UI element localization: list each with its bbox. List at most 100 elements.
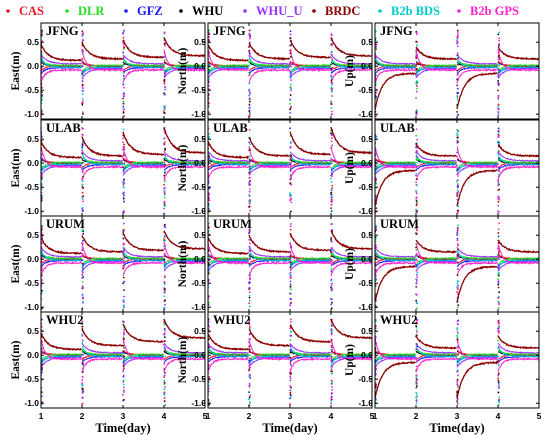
series-segment: [330, 146, 372, 169]
outlier-point: [248, 225, 251, 228]
outlier-point: [81, 149, 84, 152]
series-segment: [375, 162, 417, 174]
series-segment: [330, 354, 372, 366]
outlier-point: [81, 389, 84, 392]
legend-entry: BRDC: [312, 4, 360, 18]
series-segment: [248, 338, 290, 362]
outlier-point: [415, 387, 418, 389]
outlier-point: [82, 296, 84, 299]
outlier-point: [163, 207, 166, 210]
outlier-point: [248, 367, 251, 369]
station-label: JFNG: [213, 24, 246, 38]
outlier-point: [416, 322, 418, 325]
legend-label: CAS: [19, 4, 44, 18]
series-segment: [122, 356, 164, 368]
series-segment: [208, 150, 249, 163]
y-tick-label: -1.0: [24, 206, 39, 216]
outlier-point: [290, 268, 293, 271]
y-tick-label: 0.0: [361, 254, 373, 264]
outlier-point: [331, 348, 334, 351]
series-segment: [415, 258, 457, 269]
outlier-point: [331, 95, 333, 97]
outlier-point: [81, 223, 84, 226]
series-segment: [415, 67, 457, 79]
outlier-point: [248, 319, 251, 321]
series-segment: [375, 360, 416, 399]
outlier-point: [497, 69, 500, 72]
outlier-point: [289, 274, 292, 277]
outlier-point: [416, 44, 419, 47]
y-tick-label: -0.5: [24, 278, 39, 288]
legend-label: WHU_U: [256, 4, 303, 18]
outlier-point: [457, 243, 459, 245]
outlier-point: [457, 248, 460, 251]
outlier-point: [163, 388, 166, 391]
series-segment: [375, 146, 417, 170]
outlier-point: [208, 208, 210, 210]
outlier-point: [82, 228, 84, 231]
outlier-point: [289, 259, 292, 262]
outlier-point: [415, 258, 418, 261]
outlier-point: [330, 240, 333, 243]
station-label: JFNG: [380, 24, 413, 38]
outlier-point: [164, 88, 166, 91]
series-segment: [375, 164, 416, 176]
series-segment: [289, 39, 332, 59]
outlier-point: [163, 112, 166, 114]
outlier-point: [208, 102, 210, 105]
outlier-point: [456, 357, 459, 360]
outlier-point: [81, 301, 84, 304]
legend-entry: B2b GPS: [457, 4, 519, 18]
outlier-point: [497, 364, 500, 367]
outlier-point: [248, 323, 251, 326]
series-segment: [81, 342, 123, 355]
outlier-point: [81, 143, 84, 146]
outlier-point: [497, 255, 500, 258]
outlier-point: [122, 32, 125, 34]
outlier-point: [164, 71, 167, 74]
outlier-point: [289, 83, 292, 86]
outlier-point: [415, 400, 418, 402]
outlier-point: [331, 298, 333, 301]
outlier-point: [456, 291, 459, 293]
outlier-point: [330, 181, 333, 183]
outlier-point: [331, 172, 333, 175]
series-segment: [163, 356, 205, 373]
outlier-point: [497, 108, 500, 110]
outlier-point: [290, 141, 293, 144]
outlier-point: [122, 36, 125, 39]
outlier-point: [330, 372, 333, 375]
outlier-point: [248, 45, 251, 48]
outlier-point: [497, 281, 500, 284]
outlier-point: [81, 183, 84, 186]
station-label: URUM: [46, 217, 85, 231]
plot-area: [375, 318, 539, 406]
outlier-point: [456, 381, 459, 384]
outlier-point: [498, 31, 501, 34]
outlier-point: [81, 152, 84, 155]
outlier-point: [289, 302, 292, 305]
outlier-point: [330, 355, 333, 358]
outlier-point: [249, 58, 251, 61]
plot-area: [375, 127, 539, 214]
outlier-point: [416, 319, 419, 322]
outlier-point: [123, 295, 125, 298]
outlier-point: [415, 329, 418, 332]
outlier-point: [331, 263, 333, 266]
outlier-point: [289, 70, 291, 73]
outlier-point: [249, 377, 252, 379]
outlier-point: [290, 79, 292, 82]
y-ticks: 0.5 0.0 -0.5 -1.0: [191, 326, 372, 408]
y-tick-label: -1.0: [358, 398, 373, 408]
legend-marker: [6, 9, 10, 13]
outlier-point: [415, 72, 418, 75]
y-axis-label: Up(m): [344, 344, 356, 376]
outlier-point: [41, 254, 44, 257]
outlier-point: [248, 194, 251, 197]
outlier-point: [122, 74, 125, 77]
series-segment: [163, 345, 205, 358]
outlier-point: [41, 395, 43, 397]
outlier-point: [416, 74, 419, 76]
outlier-point: [248, 50, 251, 53]
